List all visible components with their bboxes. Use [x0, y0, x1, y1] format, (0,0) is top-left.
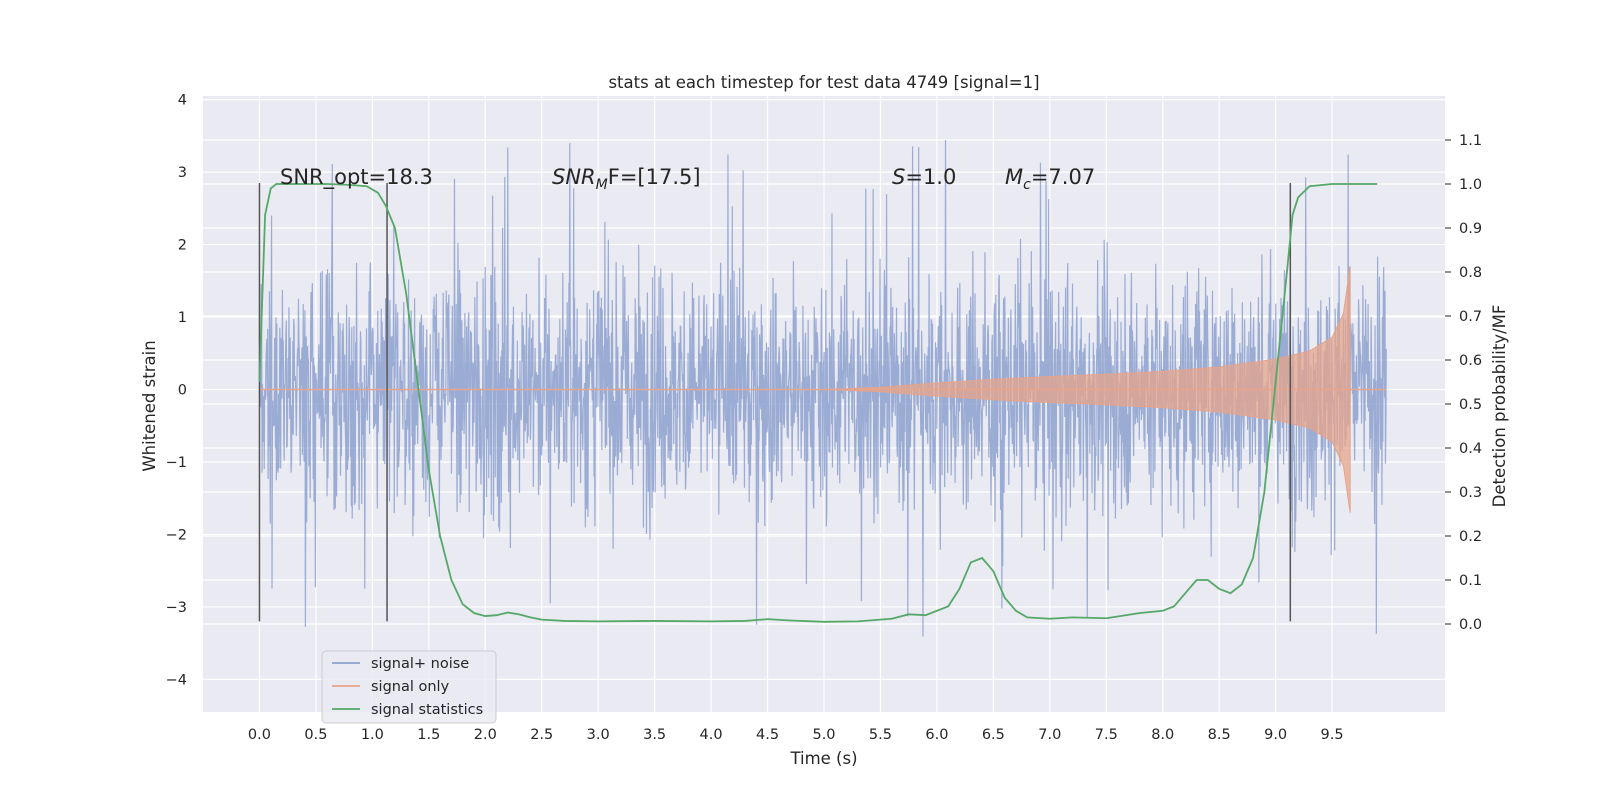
x-tick-label: 4.0 — [700, 727, 723, 743]
y-tick-label-right: 0.9 — [1459, 221, 1482, 237]
y-tick-label-right: 0.1 — [1459, 573, 1482, 589]
y-tick-label-left: 3 — [178, 165, 187, 181]
legend-box — [321, 650, 497, 724]
y-tick-label-right: 0.3 — [1459, 485, 1482, 501]
y-tick-label-left: −3 — [166, 600, 187, 616]
x-tick-label: 2.0 — [474, 727, 497, 743]
y-tick-labels-left: 4 3 2 1 0 −1 −2 −3 −4 — [166, 93, 187, 689]
y-tick-label-left: 2 — [178, 238, 187, 254]
legend: signal+ noise signal only signal statist… — [321, 650, 497, 724]
y-tick-label-right: 0.7 — [1459, 309, 1482, 325]
x-tick-label: 8.5 — [1208, 727, 1231, 743]
y-tick-label-right: 1.0 — [1459, 177, 1482, 193]
y-tick-labels-right: 1.1 1.0 0.9 0.8 0.7 0.6 0.5 0.4 0.3 0.2 0.1 0.0 — [1445, 133, 1482, 633]
y-tick-label-right: 0.4 — [1459, 441, 1482, 457]
y-tick-label-right: 0.8 — [1459, 265, 1482, 281]
annotation-snr-mf: SNRMF=[17.5] — [552, 165, 701, 193]
y-tick-label-right: 0.2 — [1459, 529, 1482, 545]
x-tick-label: 8.0 — [1151, 727, 1174, 743]
y-tick-label-left: 0 — [178, 383, 187, 399]
x-tick-label: 5.0 — [812, 727, 835, 743]
y-tick-label-right: 1.1 — [1459, 133, 1482, 149]
annotation-snr-opt: SNR_opt=18.3 — [280, 165, 433, 190]
y-tick-label-right: 0.5 — [1459, 397, 1482, 413]
y-tick-label-left: 4 — [178, 93, 187, 109]
x-tick-label: 3.5 — [643, 727, 666, 743]
legend-label-noise: signal+ noise — [371, 656, 469, 672]
x-tick-labels: 0.0 0.5 1.0 1.5 2.0 2.5 3.0 3.5 4.0 4.5 5.0 5.5 6.0 6… — [248, 727, 1344, 743]
x-tick-label: 3.0 — [587, 727, 610, 743]
x-tick-label: 0.0 — [248, 727, 271, 743]
x-tick-label: 1.5 — [417, 727, 440, 743]
x-axis-label: Time (s) — [789, 749, 857, 768]
x-tick-label: 1.0 — [361, 727, 384, 743]
legend-label-signal: signal only — [371, 679, 450, 695]
y-tick-label-left: −4 — [166, 672, 187, 688]
legend-label-stats: signal statistics — [371, 702, 483, 718]
annotation-mc: Mc=7.07 — [1005, 165, 1095, 193]
x-tick-label: 9.5 — [1321, 727, 1344, 743]
x-tick-label: 4.5 — [756, 727, 779, 743]
x-tick-label: 7.5 — [1095, 727, 1118, 743]
y-tick-label-left: 1 — [178, 310, 187, 326]
y-axis-label-right: Detection probability/MF — [1490, 305, 1509, 508]
x-tick-label: 5.5 — [869, 727, 892, 743]
x-tick-label: 0.5 — [304, 727, 327, 743]
y-tick-label-left: −2 — [166, 527, 187, 543]
chart-title: stats at each timestep for test data 474… — [608, 73, 1039, 92]
x-tick-label: 2.5 — [530, 727, 553, 743]
segment-markers — [258, 182, 1292, 622]
x-tick-label: 6.5 — [982, 727, 1005, 743]
x-tick-label: 6.0 — [925, 727, 948, 743]
y-tick-label-right: 0.6 — [1459, 353, 1482, 369]
series-signal-plus-noise — [259, 140, 1387, 637]
y-tick-label-right: 0.0 — [1459, 617, 1482, 633]
annotation-s: S=1.0 — [892, 165, 956, 189]
x-tick-label: 9.0 — [1264, 727, 1287, 743]
y-axis-label-left: Whitened strain — [140, 340, 159, 471]
series-signal-statistics — [258, 183, 1378, 623]
x-tick-label: 7.0 — [1038, 727, 1061, 743]
y-tick-label-left: −1 — [166, 455, 187, 471]
